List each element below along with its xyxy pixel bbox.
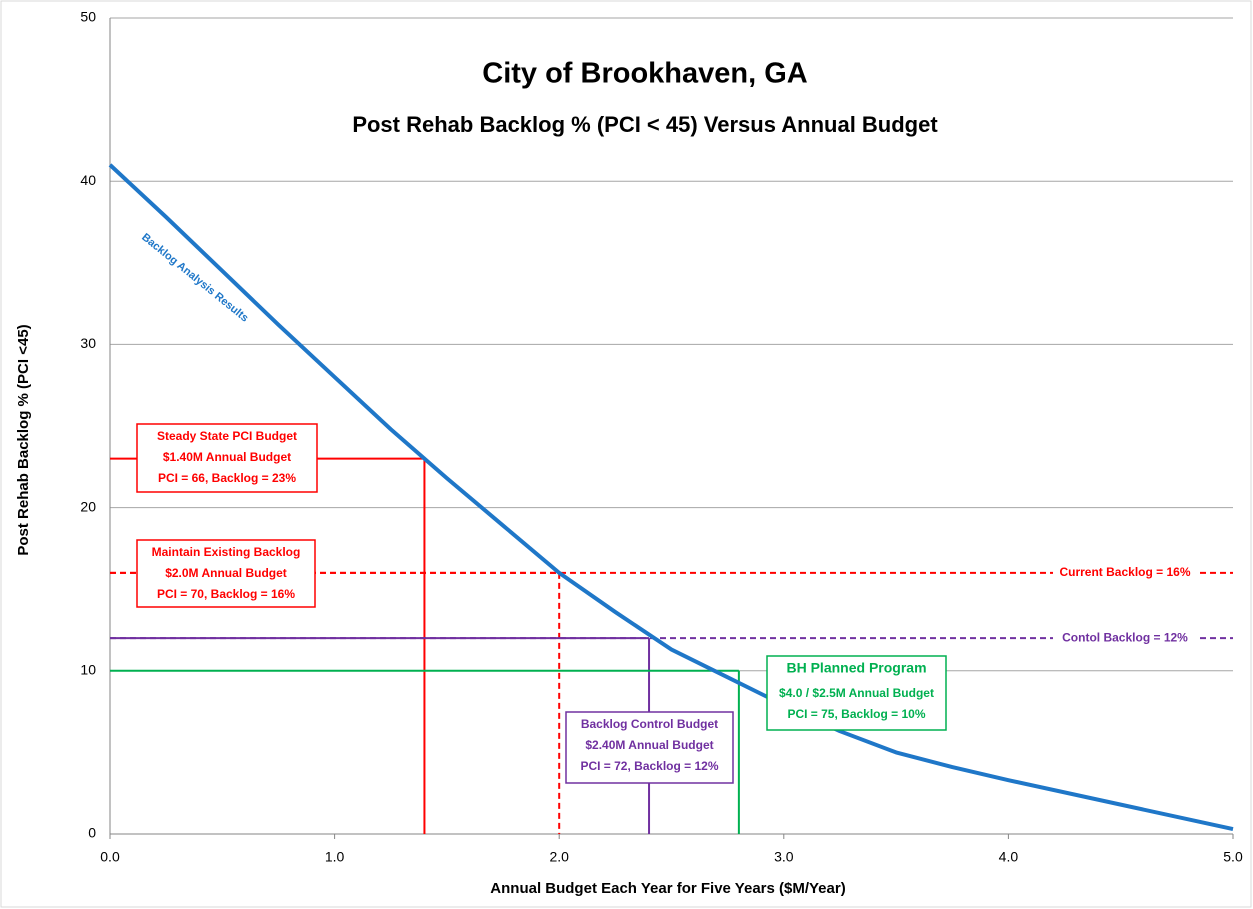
y-axis-label: Post Rehab Backlog % (PCI <45)	[15, 324, 32, 555]
annotation-text: $2.40M Annual Budget	[585, 738, 713, 752]
y-tick-label: 50	[80, 9, 96, 25]
annotation-text: Maintain Existing Backlog	[152, 545, 301, 559]
y-tick-label: 10	[80, 662, 96, 678]
reference-label: Contol Backlog = 12%	[1062, 630, 1188, 644]
chart-subtitle: Post Rehab Backlog % (PCI < 45) Versus A…	[352, 112, 938, 137]
annotation-text: Backlog Control Budget	[581, 717, 718, 731]
reference-label-bg	[1053, 630, 1197, 647]
y-tick-label: 40	[80, 172, 96, 188]
x-axis-label: Annual Budget Each Year for Five Years (…	[490, 880, 845, 897]
series-label-bg	[130, 223, 260, 334]
annotation-text: Steady State PCI Budget	[157, 429, 297, 443]
annotation-text: PCI = 75, Backlog = 10%	[787, 707, 925, 721]
annotation-box	[565, 711, 734, 784]
annotation-text: $1.40M Annual Budget	[163, 450, 291, 464]
x-tick-label: 0.0	[100, 849, 120, 865]
y-tick-label: 30	[80, 335, 96, 351]
reference-label-bg	[1053, 564, 1197, 581]
annotation-text: $2.0M Annual Budget	[165, 566, 287, 580]
annotation-box	[136, 423, 318, 493]
line-series	[108, 163, 1234, 832]
annotation-text: BH Planned Program	[786, 660, 926, 676]
x-tick-label: 5.0	[1223, 849, 1243, 865]
annotation-box	[766, 655, 947, 731]
annotation-text: $4.0 / $2.5M Annual Budget	[779, 686, 934, 700]
chart-title: City of Brookhaven, GA	[482, 58, 808, 90]
x-tick-label: 3.0	[774, 849, 794, 865]
annotation-text: PCI = 70, Backlog = 16%	[157, 587, 295, 601]
annotation-text: PCI = 72, Backlog = 12%	[580, 759, 718, 773]
x-tick-label: 4.0	[999, 849, 1019, 865]
x-tick-label: 2.0	[549, 849, 569, 865]
annotation-text: PCI = 66, Backlog = 23%	[158, 471, 296, 485]
y-tick-label: 20	[80, 498, 96, 514]
y-tick-label: 0	[88, 825, 96, 841]
reference-label: Current Backlog = 16%	[1059, 565, 1190, 579]
annotation-box	[136, 539, 316, 608]
x-tick-label: 1.0	[325, 849, 345, 865]
